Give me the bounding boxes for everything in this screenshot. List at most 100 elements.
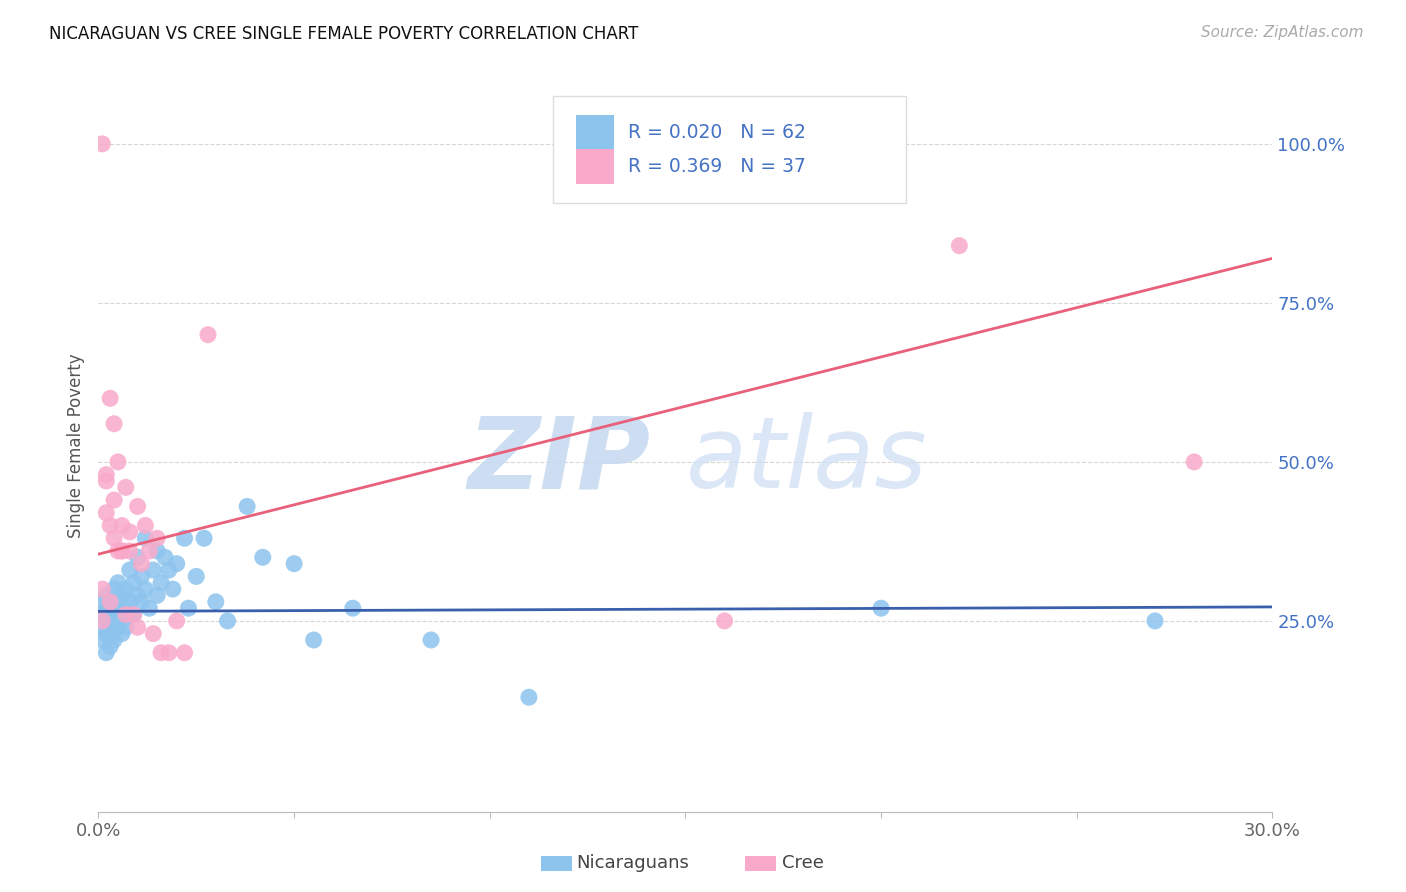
Point	[186, 569, 208, 583]
Point	[153, 550, 176, 565]
Point	[96, 589, 118, 603]
Point	[162, 582, 184, 596]
Point	[107, 607, 129, 622]
Point	[127, 589, 149, 603]
Point	[166, 557, 188, 571]
Text: atlas: atlas	[686, 412, 927, 509]
Point	[96, 626, 118, 640]
Point	[114, 620, 136, 634]
Point	[1182, 455, 1205, 469]
Point	[197, 327, 219, 342]
Point	[138, 544, 160, 558]
Point	[96, 467, 118, 482]
Y-axis label: Single Female Poverty: Single Female Poverty	[66, 354, 84, 538]
Point	[107, 595, 129, 609]
Point	[134, 582, 156, 596]
Point	[948, 238, 970, 252]
FancyBboxPatch shape	[576, 149, 614, 184]
Point	[118, 544, 141, 558]
Point	[131, 595, 153, 609]
Point	[96, 506, 118, 520]
Point	[131, 557, 153, 571]
Point	[713, 614, 735, 628]
Point	[111, 626, 134, 640]
Text: R = 0.020   N = 62: R = 0.020 N = 62	[628, 123, 806, 143]
Point	[114, 480, 136, 494]
Point	[1144, 614, 1167, 628]
Point	[107, 544, 129, 558]
Point	[114, 607, 136, 622]
Point	[173, 531, 195, 545]
Point	[122, 575, 145, 590]
Point	[111, 518, 134, 533]
Text: NICARAGUAN VS CREE SINGLE FEMALE POVERTY CORRELATION CHART: NICARAGUAN VS CREE SINGLE FEMALE POVERTY…	[49, 25, 638, 43]
Point	[342, 601, 364, 615]
Point	[517, 690, 540, 705]
Point	[236, 500, 259, 514]
Point	[111, 589, 134, 603]
Point	[114, 601, 136, 615]
Point	[302, 632, 325, 647]
Point	[98, 595, 121, 609]
Point	[118, 524, 141, 539]
Point	[98, 392, 121, 406]
Point	[217, 614, 239, 628]
Point	[91, 614, 114, 628]
Point	[98, 518, 121, 533]
Point	[98, 607, 121, 622]
Point	[98, 595, 121, 609]
Point	[91, 620, 114, 634]
Point	[283, 557, 305, 571]
Point	[122, 607, 145, 622]
Point	[96, 614, 118, 628]
Point	[870, 601, 893, 615]
Point	[91, 582, 114, 596]
Point	[118, 595, 141, 609]
Text: R = 0.369   N = 37: R = 0.369 N = 37	[628, 157, 806, 176]
Point	[127, 620, 149, 634]
Point	[146, 589, 169, 603]
Text: Cree: Cree	[782, 855, 824, 872]
Point	[173, 646, 195, 660]
Point	[103, 531, 125, 545]
Point	[252, 550, 274, 565]
Point	[118, 563, 141, 577]
Point	[420, 632, 443, 647]
Point	[157, 646, 180, 660]
Point	[166, 614, 188, 628]
Point	[142, 626, 165, 640]
Point	[134, 531, 156, 545]
Point	[142, 563, 165, 577]
Point	[91, 632, 114, 647]
Point	[127, 550, 149, 565]
Point	[146, 531, 169, 545]
Point	[205, 595, 228, 609]
Point	[103, 632, 125, 647]
Point	[98, 620, 121, 634]
Point	[91, 607, 114, 622]
FancyBboxPatch shape	[576, 115, 614, 151]
Point	[150, 646, 173, 660]
Point	[114, 582, 136, 596]
Point	[91, 136, 114, 151]
Point	[107, 620, 129, 634]
FancyBboxPatch shape	[553, 96, 905, 203]
Point	[111, 614, 134, 628]
Point	[127, 500, 149, 514]
Point	[91, 595, 114, 609]
Point	[122, 607, 145, 622]
Point	[138, 601, 160, 615]
Text: Nicaraguans: Nicaraguans	[576, 855, 689, 872]
Point	[150, 575, 173, 590]
Point	[96, 601, 118, 615]
Point	[98, 626, 121, 640]
Point	[157, 563, 180, 577]
Text: ZIP: ZIP	[467, 412, 650, 509]
Point	[103, 417, 125, 431]
Point	[134, 518, 156, 533]
Point	[111, 544, 134, 558]
Point	[111, 544, 134, 558]
Point	[103, 582, 125, 596]
Point	[103, 493, 125, 508]
Point	[96, 474, 118, 488]
